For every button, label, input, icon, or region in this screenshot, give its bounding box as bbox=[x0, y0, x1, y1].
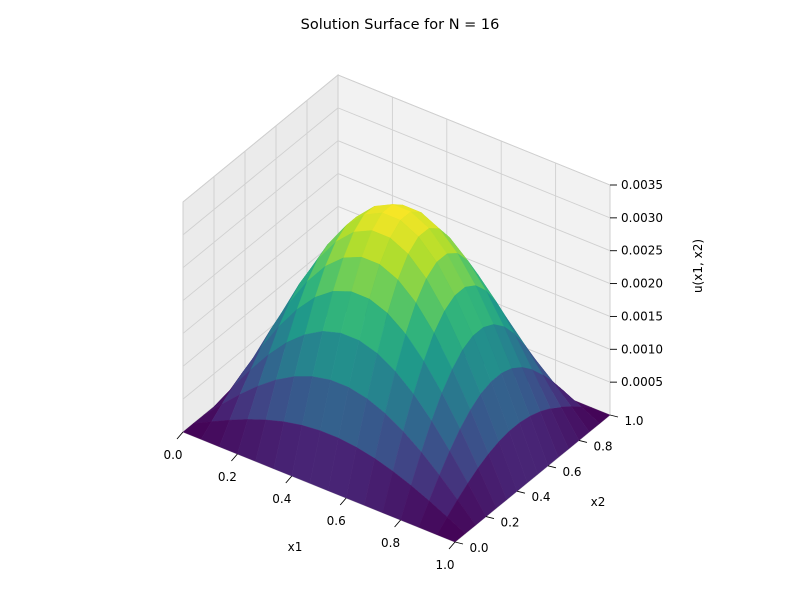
left-wall-gridline-z bbox=[182, 140, 339, 269]
y-tick-label: 1.0 bbox=[624, 414, 643, 428]
y-tick-label: 0.4 bbox=[531, 490, 550, 504]
y-tick-mark bbox=[454, 541, 464, 545]
x-tick-label: 0.2 bbox=[218, 470, 237, 484]
axis-ticks: 0.0 0.2 0.4 0.6 0.8 1.0 0.0 0.2 0.4 0.6 0.8 1.0 0.00… bbox=[163, 178, 663, 572]
back-wall-gridline-z bbox=[337, 173, 611, 284]
back-wall-gridline-z bbox=[337, 107, 611, 219]
left-wall-gridline-z bbox=[182, 74, 339, 203]
x-tick-mark bbox=[231, 453, 238, 462]
chart-title: Solution Surface for N = 16 bbox=[301, 17, 500, 33]
z-tick-label: 0.0020 bbox=[621, 277, 663, 291]
z-axis-label: u(x1, x2) bbox=[691, 239, 705, 293]
y-tick-mark bbox=[516, 490, 526, 494]
x-tick-label: 0.6 bbox=[327, 514, 346, 528]
y-tick-label: 0.0 bbox=[469, 541, 488, 555]
z-tick-label: 0.0035 bbox=[621, 178, 663, 192]
x-tick-label: 0.0 bbox=[163, 448, 182, 462]
left-wall-gridline-z bbox=[182, 238, 339, 367]
x-axis-label: x1 bbox=[288, 540, 303, 554]
surface-patch bbox=[436, 516, 466, 543]
z-tick-label: 0.0030 bbox=[621, 211, 663, 225]
x-tick-mark bbox=[285, 475, 293, 484]
z-tick-label: 0.0015 bbox=[621, 309, 663, 323]
x-tick-mark bbox=[394, 519, 401, 528]
y-tick-label: 0.6 bbox=[562, 465, 581, 479]
x-tick-label: 0.8 bbox=[381, 536, 400, 550]
z-tick-label: 0.0010 bbox=[621, 342, 663, 356]
y-tick-label: 0.2 bbox=[500, 516, 519, 530]
left-wall-gridline-z bbox=[182, 206, 339, 334]
z-tick-label: 0.0005 bbox=[621, 375, 663, 389]
x-tick-mark bbox=[176, 431, 184, 440]
x-tick-mark bbox=[448, 541, 456, 550]
y-tick-mark bbox=[485, 516, 495, 520]
back-wall-gridline-z bbox=[337, 74, 611, 186]
surface-mesh bbox=[182, 204, 611, 543]
y-tick-mark bbox=[609, 414, 619, 418]
left-wall-gridline-z bbox=[182, 107, 339, 236]
left-wall-gridline-z bbox=[182, 173, 339, 301]
y-tick-mark bbox=[578, 439, 588, 443]
y-tick-label: 0.8 bbox=[593, 439, 612, 453]
y-tick-mark bbox=[547, 465, 557, 469]
back-wall-gridline-z bbox=[337, 140, 611, 252]
x-tick-label: 1.0 bbox=[435, 558, 454, 572]
x-tick-mark bbox=[339, 497, 347, 506]
y-axis-label: x2 bbox=[591, 495, 606, 509]
z-tick-label: 0.0025 bbox=[621, 244, 663, 258]
x-tick-label: 0.4 bbox=[272, 492, 291, 506]
